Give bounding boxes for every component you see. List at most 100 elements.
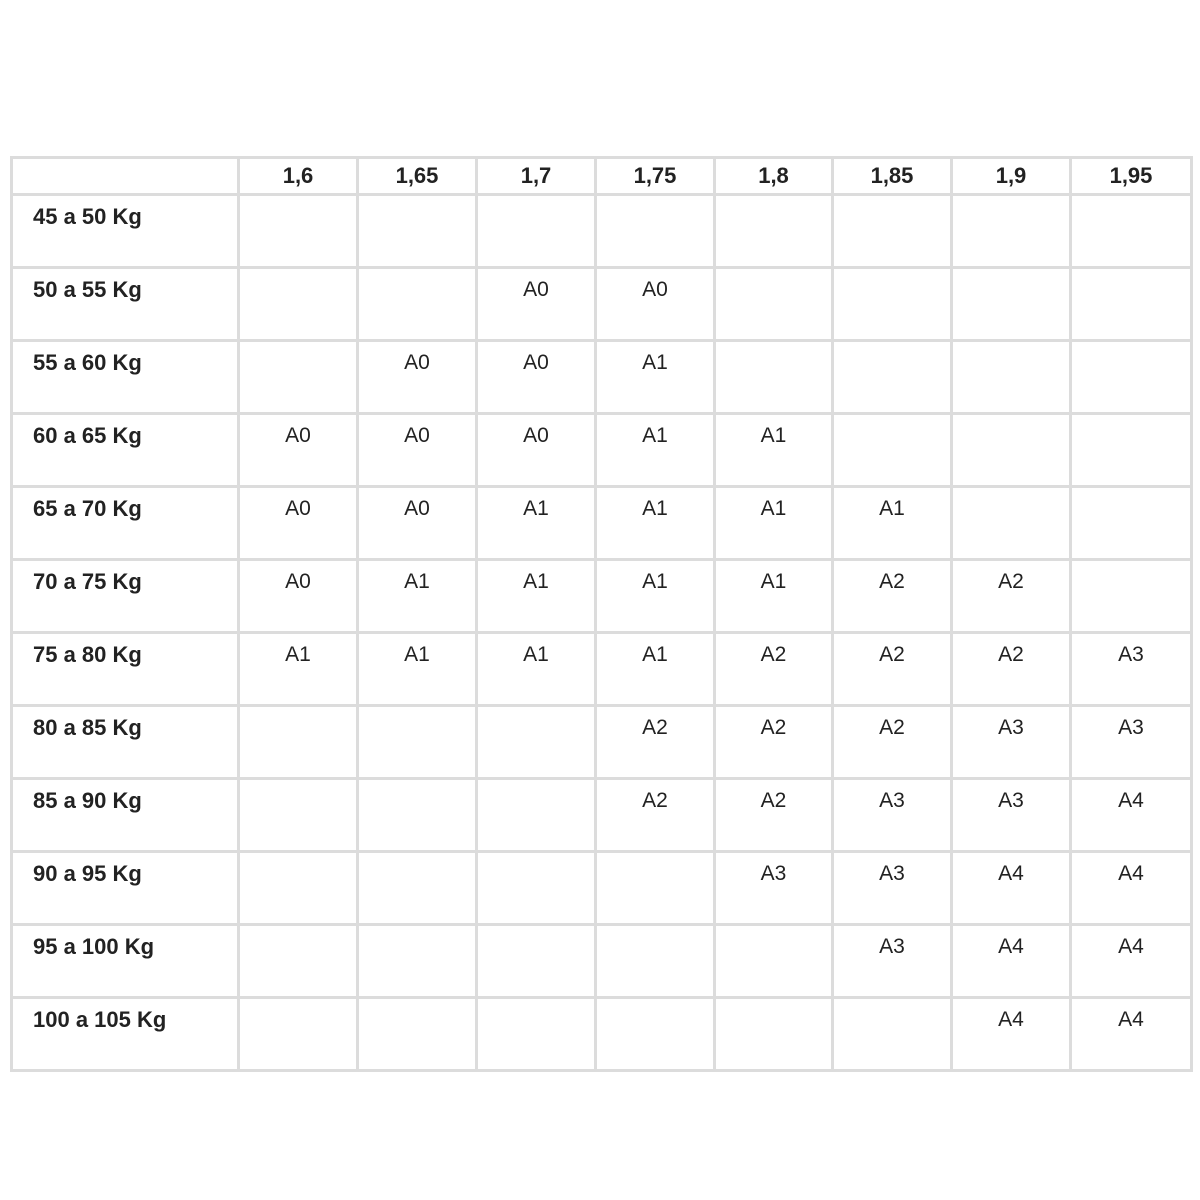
corner-cell (10, 156, 240, 196)
table-row: 85 a 90 Kg A2 A2 A3 A3 A4 (10, 777, 1193, 853)
size-cell (237, 996, 359, 1072)
table-row: 100 a 105 Kg A4 A4 (10, 996, 1193, 1072)
size-cell (831, 339, 953, 415)
size-cell (356, 193, 478, 269)
size-cell (831, 996, 953, 1072)
size-cell: A4 (950, 850, 1072, 926)
size-cell (356, 704, 478, 780)
size-cell: A1 (713, 412, 834, 488)
size-cell (475, 996, 597, 1072)
size-cell: A0 (594, 266, 716, 342)
size-cell: A0 (356, 485, 478, 561)
size-cell: A1 (713, 558, 834, 634)
size-cell: A3 (950, 777, 1072, 853)
size-cell: A4 (950, 923, 1072, 999)
size-cell: A3 (1069, 704, 1193, 780)
row-label-weight: 60 a 65 Kg (10, 412, 240, 488)
size-cell (356, 923, 478, 999)
row-label-weight: 95 a 100 Kg (10, 923, 240, 999)
size-cell (237, 777, 359, 853)
row-label-weight: 80 a 85 Kg (10, 704, 240, 780)
size-cell (237, 923, 359, 999)
size-cell (1069, 266, 1193, 342)
size-cell (713, 193, 834, 269)
column-header-height: 1,9 (950, 156, 1072, 196)
row-label-weight: 65 a 70 Kg (10, 485, 240, 561)
size-cell: A2 (950, 631, 1072, 707)
size-cell: A0 (475, 266, 597, 342)
size-cell (475, 777, 597, 853)
size-cell: A1 (594, 339, 716, 415)
size-cell (1069, 193, 1193, 269)
size-cell (831, 266, 953, 342)
size-cell: A2 (713, 631, 834, 707)
size-cell: A1 (594, 485, 716, 561)
size-cell: A3 (831, 923, 953, 999)
size-cell (950, 266, 1072, 342)
size-cell (475, 193, 597, 269)
size-cell (713, 266, 834, 342)
size-cell: A4 (1069, 850, 1193, 926)
size-cell (950, 412, 1072, 488)
size-cell (831, 412, 953, 488)
column-header-height: 1,7 (475, 156, 597, 196)
size-cell: A4 (1069, 923, 1193, 999)
size-cell: A1 (594, 631, 716, 707)
size-cell (237, 850, 359, 926)
size-cell (1069, 412, 1193, 488)
size-chart-table: 1,6 1,65 1,7 1,75 1,8 1,85 1,9 1,95 45 a 50 Kg 5… (10, 156, 1193, 1072)
table-row: 65 a 70 Kg A0 A0 A1 A1 A1 A1 (10, 485, 1193, 561)
size-cell: A3 (950, 704, 1072, 780)
size-cell (356, 850, 478, 926)
column-header-height: 1,6 (237, 156, 359, 196)
table-row: 80 a 85 Kg A2 A2 A2 A3 A3 (10, 704, 1193, 780)
column-header-height: 1,75 (594, 156, 716, 196)
size-cell: A0 (237, 412, 359, 488)
size-cell (237, 704, 359, 780)
size-cell (356, 266, 478, 342)
size-cell (950, 339, 1072, 415)
size-cell (237, 339, 359, 415)
table-row: 90 a 95 Kg A3 A3 A4 A4 (10, 850, 1193, 926)
size-cell: A0 (356, 412, 478, 488)
size-cell (594, 923, 716, 999)
table-row: 55 a 60 Kg A0 A0 A1 (10, 339, 1193, 415)
row-label-weight: 45 a 50 Kg (10, 193, 240, 269)
size-cell: A2 (713, 777, 834, 853)
size-cell: A0 (237, 558, 359, 634)
size-cell: A1 (713, 485, 834, 561)
size-cell: A1 (356, 558, 478, 634)
size-cell: A1 (475, 485, 597, 561)
size-cell: A2 (713, 704, 834, 780)
size-cell (237, 193, 359, 269)
size-cell (1069, 558, 1193, 634)
table-row: 75 a 80 Kg A1 A1 A1 A1 A2 A2 A2 A3 (10, 631, 1193, 707)
size-cell (713, 339, 834, 415)
size-cell: A2 (831, 558, 953, 634)
size-cell: A2 (594, 704, 716, 780)
size-cell: A2 (594, 777, 716, 853)
size-cell: A1 (237, 631, 359, 707)
size-cell (831, 193, 953, 269)
size-cell (475, 704, 597, 780)
size-cell: A2 (950, 558, 1072, 634)
size-cell: A0 (475, 412, 597, 488)
table-row: 50 a 55 Kg A0 A0 (10, 266, 1193, 342)
row-label-weight: 70 a 75 Kg (10, 558, 240, 634)
size-cell: A4 (950, 996, 1072, 1072)
size-cell (713, 996, 834, 1072)
table-row: 95 a 100 Kg A3 A4 A4 (10, 923, 1193, 999)
size-cell: A1 (831, 485, 953, 561)
size-cell (594, 850, 716, 926)
size-cell: A1 (594, 558, 716, 634)
size-cell: A0 (356, 339, 478, 415)
column-header-height: 1,85 (831, 156, 953, 196)
size-cell (475, 923, 597, 999)
size-cell: A4 (1069, 777, 1193, 853)
row-label-weight: 50 a 55 Kg (10, 266, 240, 342)
size-cell: A3 (831, 777, 953, 853)
size-cell: A1 (356, 631, 478, 707)
header-row: 1,6 1,65 1,7 1,75 1,8 1,85 1,9 1,95 (10, 156, 1193, 196)
size-cell (594, 193, 716, 269)
size-cell: A2 (831, 704, 953, 780)
